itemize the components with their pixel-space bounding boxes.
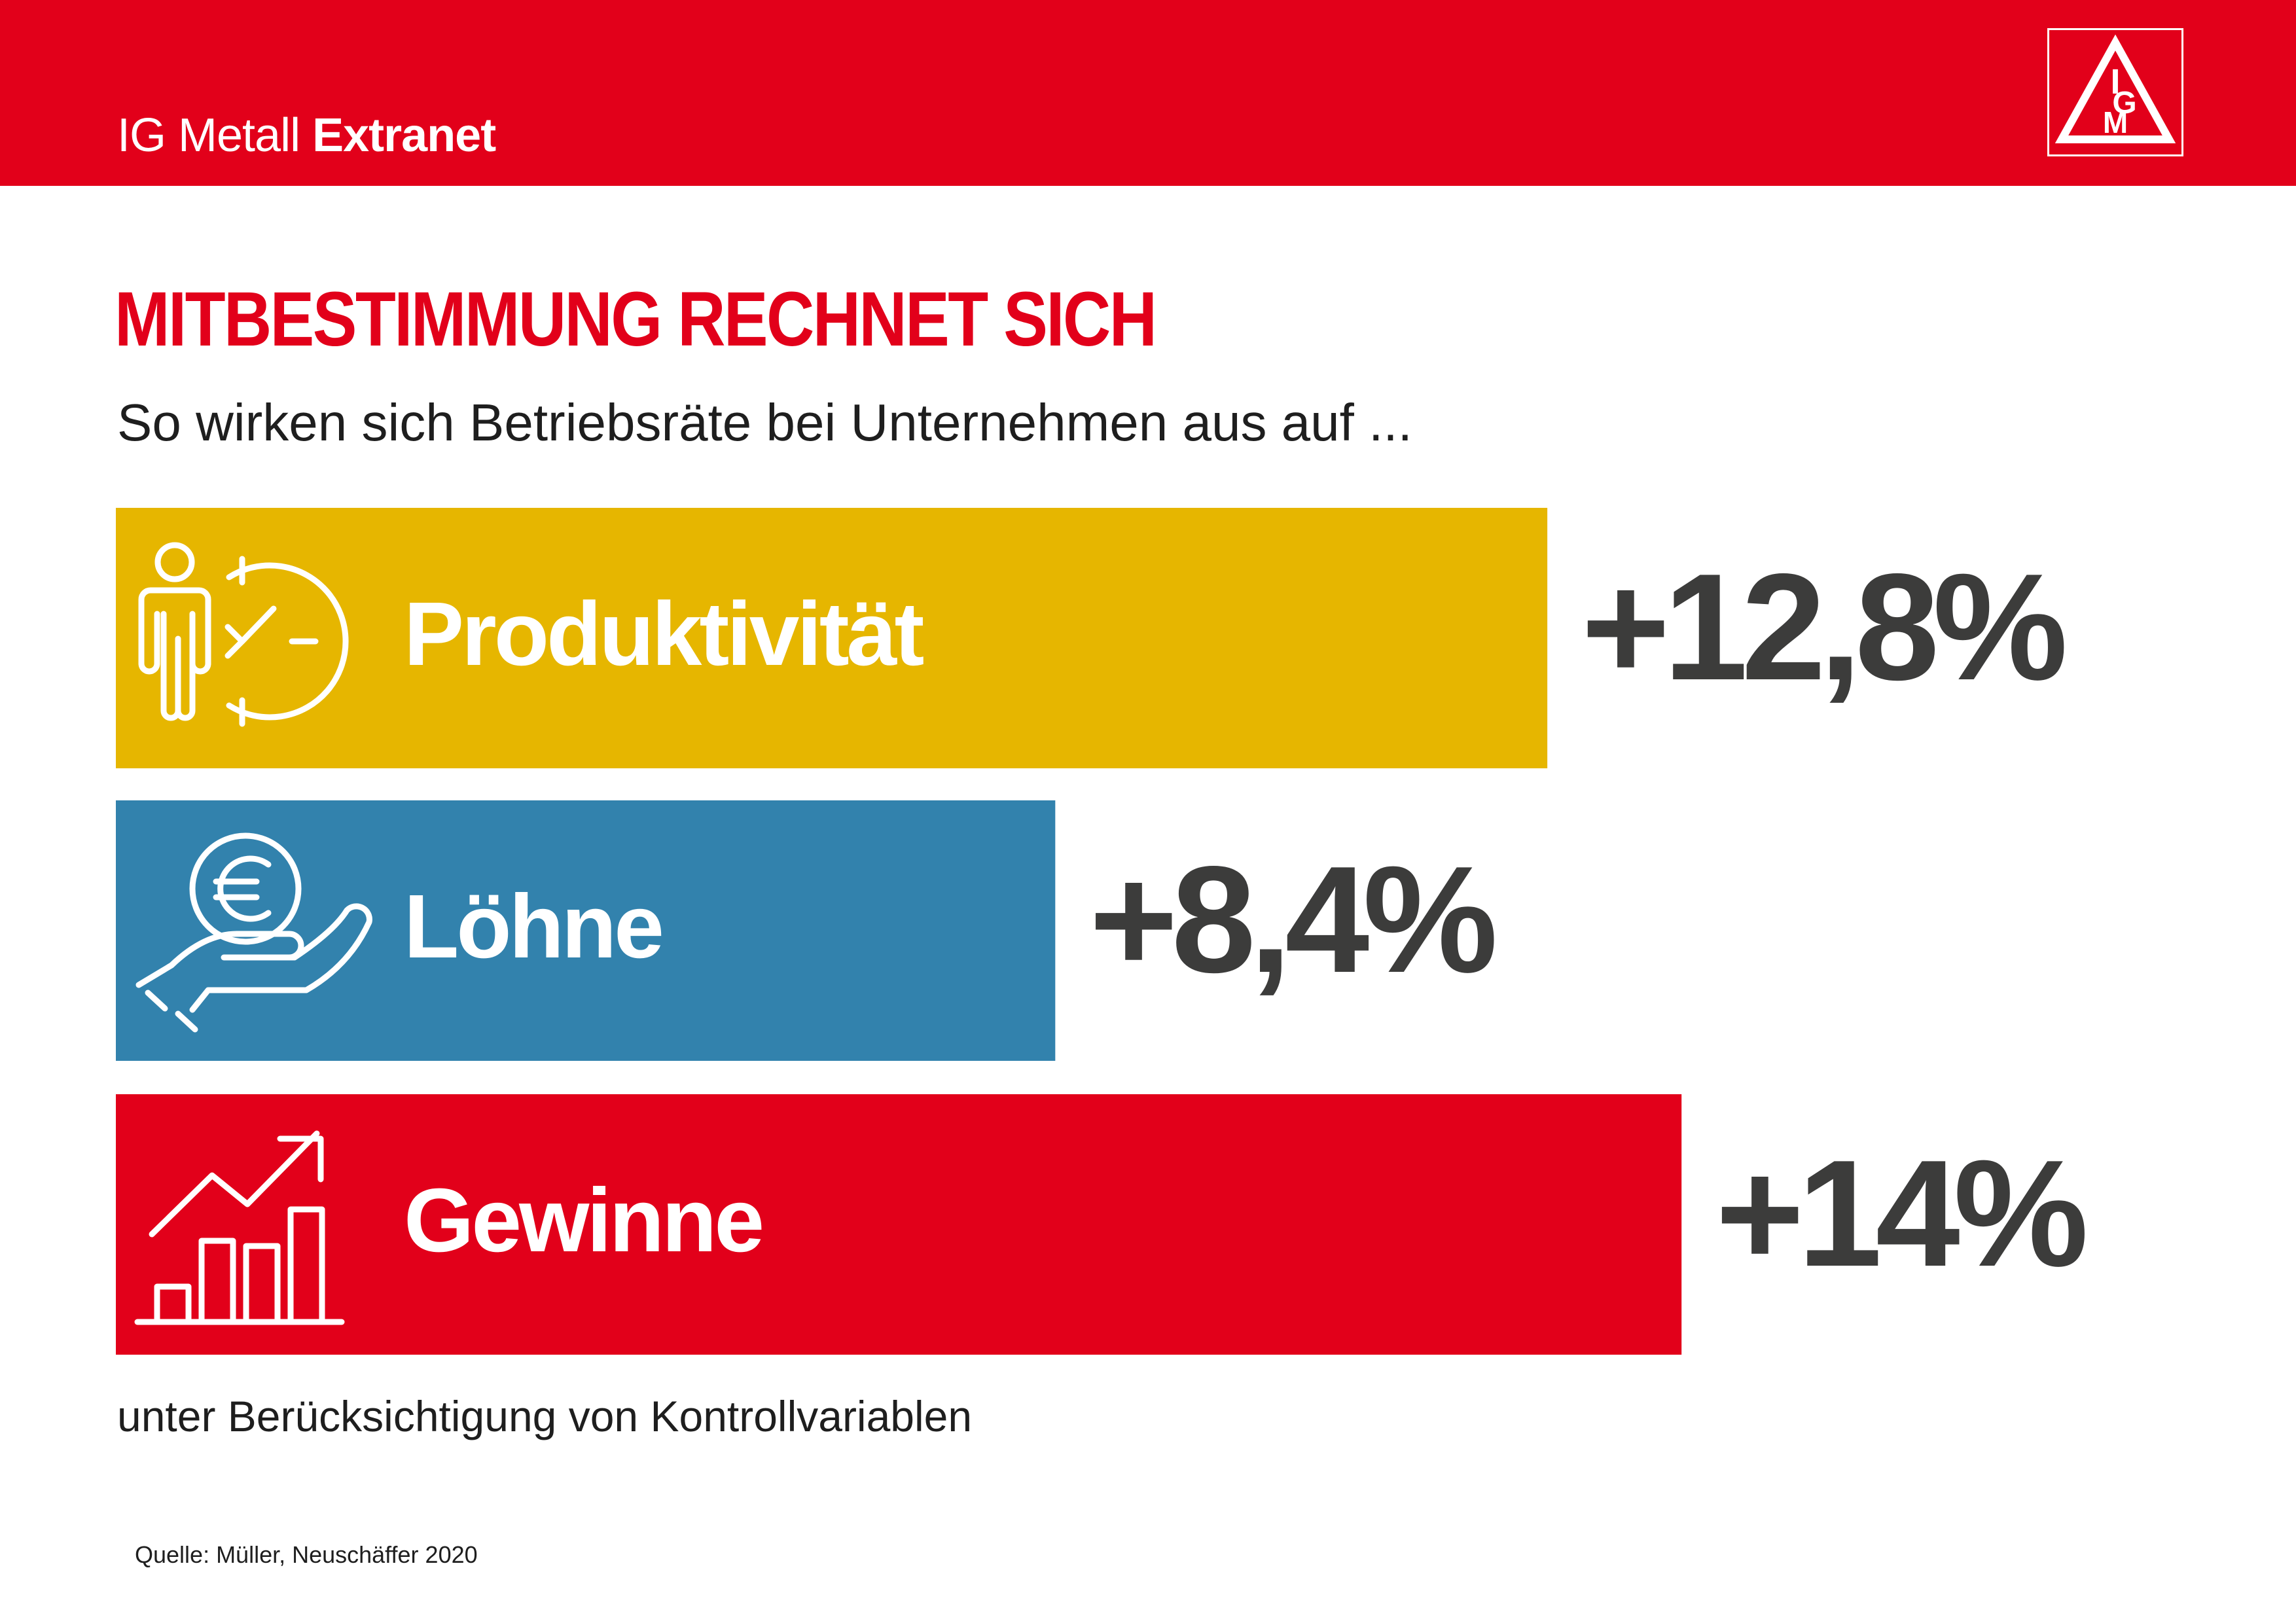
brand-name-bold: Extranet <box>312 109 496 162</box>
header-bar: IG Metall Extranet I G M <box>0 0 2296 186</box>
bar-2 <box>116 1094 1682 1355</box>
brand-name-regular: IG Metall <box>117 109 300 162</box>
bar-value-label-0: +12,8% <box>1581 543 2064 712</box>
euro-coin-hand-icon <box>135 832 372 1033</box>
bar-value-label-1: +8,4% <box>1089 835 1494 1005</box>
bar-value-label-2: +14% <box>1715 1129 2085 1298</box>
logo-letter-i: I <box>2110 62 2120 101</box>
bar-label-0: Produktivität <box>404 584 924 685</box>
bar-0 <box>116 508 1548 768</box>
source-note: Quelle: Müller, Neuschäffer 2020 <box>135 1541 478 1568</box>
rising-bar-chart-icon <box>134 1130 345 1325</box>
bar-group-0: Produktivität +12,8% <box>116 508 2071 768</box>
bar-group-2: Gewinne +14% <box>116 1094 2092 1355</box>
igmetall-logo: I G M <box>2047 28 2183 156</box>
person-clock-icon <box>138 542 349 727</box>
logo-letter-g: G <box>2112 86 2136 120</box>
brand-name: IG Metall Extranet <box>117 109 496 162</box>
logo-letter-m: M <box>2103 105 2128 139</box>
page-title: MITBESTIMMUNG RECHNET SICH <box>115 276 1157 363</box>
bar-label-2: Gewinne <box>404 1170 762 1271</box>
footnote: unter Berücksichtigung von Kontrollvaria… <box>117 1392 973 1440</box>
bar-group-1: Löhne +8,4% <box>116 800 1501 1061</box>
bar-label-1: Löhne <box>404 876 662 977</box>
page-subtitle: So wirken sich Betriebsräte bei Unterneh… <box>117 393 1412 452</box>
